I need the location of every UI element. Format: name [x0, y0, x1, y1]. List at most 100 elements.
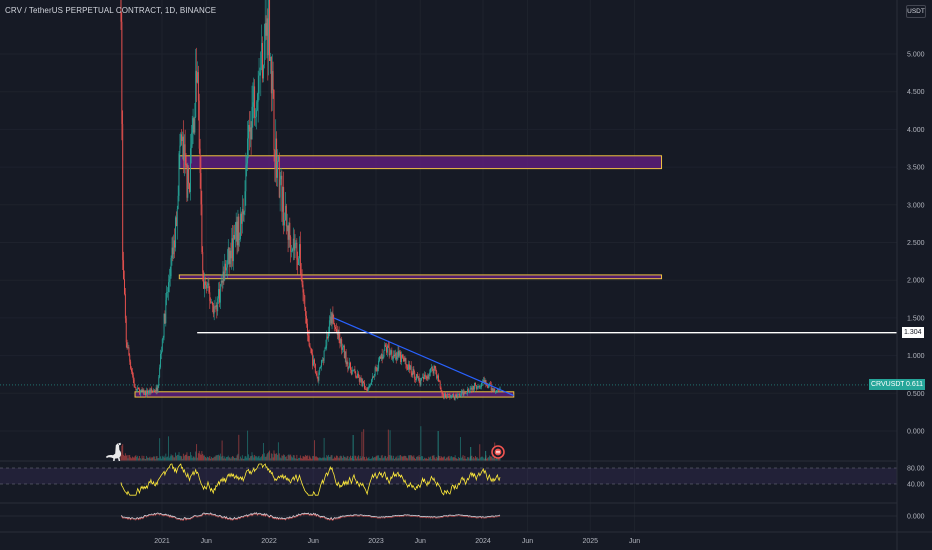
volume-spike: [470, 447, 472, 461]
candle-body: [379, 356, 380, 361]
candle-body: [343, 345, 344, 348]
candle-body: [311, 353, 313, 355]
candle-body: [343, 345, 345, 359]
price-zone: [178, 274, 663, 280]
volume-bar: [356, 458, 358, 461]
candle-body: [128, 347, 130, 356]
time-tick-label: Jun: [629, 538, 640, 545]
price-tick-label: 4.000: [907, 127, 925, 134]
candle-body: [357, 373, 359, 378]
volume-bar: [189, 456, 191, 461]
last-price-tag: 0.611: [904, 379, 925, 390]
candle-body: [189, 183, 191, 192]
volume-bar: [396, 458, 398, 461]
volume-bar: [380, 455, 382, 461]
volume-bar: [361, 431, 363, 461]
volume-bar: [456, 458, 458, 461]
candle-body: [195, 70, 197, 118]
volume-bar: [416, 456, 418, 461]
candle-body: [147, 392, 149, 394]
price-tick-label: 3.000: [907, 202, 925, 209]
candle-body: [120, 0, 122, 22]
candle-body: [469, 388, 471, 393]
volume-bar: [132, 457, 134, 461]
volume-bar: [430, 459, 432, 461]
candle-body: [308, 335, 310, 346]
candle-body: [408, 364, 409, 370]
volume-bar: [122, 444, 124, 461]
candle-body: [417, 376, 419, 378]
volume-bar: [437, 458, 439, 461]
volume-bar: [492, 458, 494, 461]
time-axis[interactable]: 2021 Jun 2022 Jun 2023 Jun 2024 Jun 2025 Jun: [154, 538, 640, 545]
price-axis[interactable]: 5.000 4.500 4.000 3.500 3.000 2.500 2.000 1.500…: [907, 52, 925, 436]
volume-bar: [180, 455, 182, 461]
candle-body: [309, 345, 311, 349]
chart-drawings[interactable]: [0, 317, 897, 397]
volume-bar: [197, 457, 198, 461]
volume-bar: [289, 455, 291, 461]
candle-body: [454, 394, 456, 400]
candle-body: [408, 364, 410, 370]
candle-body: [411, 373, 413, 376]
volume-bar: [261, 456, 263, 461]
volume-bar: [347, 455, 349, 461]
candle-body: [391, 350, 393, 359]
dinosaur-logo-icon: [105, 442, 122, 461]
volume-bar: [479, 444, 481, 461]
volume-bar: [328, 454, 329, 461]
candle-body: [318, 372, 320, 381]
candle-body: [433, 365, 435, 374]
candle-body: [188, 167, 190, 184]
volume-bar: [165, 453, 167, 461]
volume-bar: [164, 457, 166, 461]
volume-bar: [182, 458, 183, 461]
candle-body: [320, 366, 322, 369]
volume-bar: [493, 455, 495, 461]
candle-body: [351, 370, 353, 375]
candle-body: [223, 271, 225, 281]
volume-bar: [472, 458, 474, 461]
volume-bar: [491, 455, 493, 461]
volume-bar: [120, 454, 122, 461]
volume-bar: [344, 456, 346, 461]
candle-body: [382, 356, 384, 359]
candle-body: [359, 378, 361, 382]
volume-bar: [385, 456, 387, 461]
candle-body: [479, 386, 481, 388]
candle-body: [240, 213, 242, 224]
currency-badge[interactable]: USDT: [906, 5, 926, 18]
candle-body: [367, 387, 369, 392]
candle-body: [354, 369, 356, 374]
candle-body: [163, 313, 165, 338]
candle-body: [124, 279, 125, 295]
alert-badge-icon[interactable]: [491, 445, 505, 459]
volume-bar: [299, 455, 301, 461]
candle-body: [321, 359, 323, 361]
volume-bar: [169, 456, 171, 461]
volume-bar: [205, 458, 207, 461]
volume-bar: [124, 453, 126, 461]
candle-body: [203, 272, 205, 289]
candle-body: [245, 165, 247, 192]
price-zones[interactable]: [134, 155, 663, 398]
candle-body: [205, 285, 207, 289]
candle-body: [170, 258, 172, 277]
symbol-title[interactable]: CRV / TetherUS PERPETUAL CONTRACT, 1D, B…: [5, 6, 217, 15]
volume-bar: [313, 440, 315, 461]
price-tick-label: 2.000: [907, 278, 925, 285]
volume-bar: [332, 458, 334, 461]
price-tick-label: 0.500: [907, 391, 925, 398]
volume-bar: [225, 458, 227, 461]
volume-bar: [320, 457, 322, 461]
volume-bar: [232, 455, 234, 461]
candle-body: [348, 367, 350, 370]
volume-spike: [485, 451, 487, 461]
candle-body: [182, 136, 184, 161]
volume-bar: [233, 456, 234, 461]
macd-line: [120, 512, 501, 520]
volume-bar: [275, 454, 277, 461]
volume-bar: [174, 457, 176, 461]
candle-body: [268, 0, 270, 56]
